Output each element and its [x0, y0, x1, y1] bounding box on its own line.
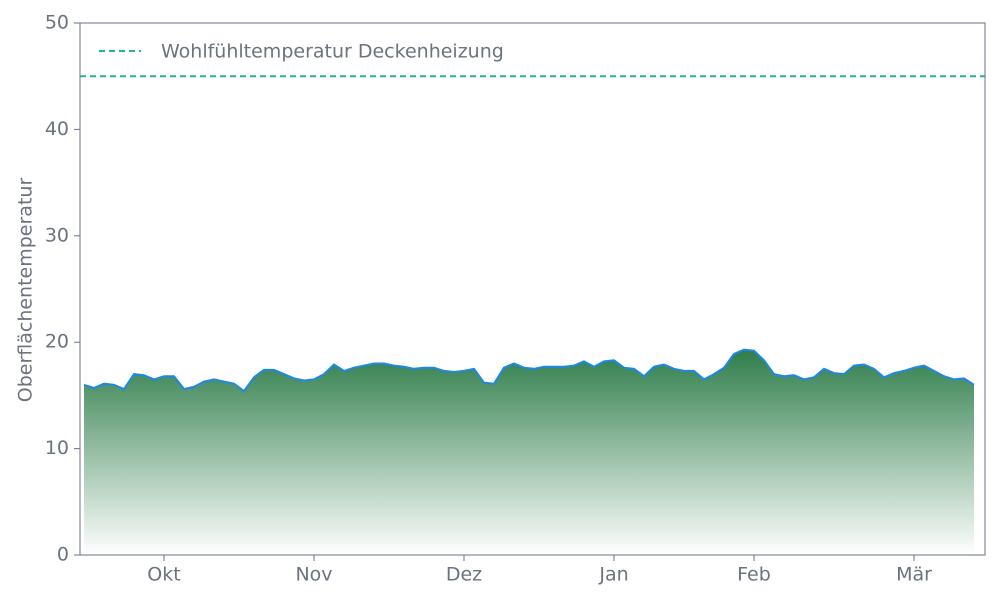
- y-tick-label: 20: [45, 331, 69, 353]
- plot-frame: [79, 22, 986, 556]
- y-tick-label: 10: [45, 437, 69, 459]
- line: [83, 348, 975, 393]
- area: [84, 349, 974, 555]
- y-tick-label: 0: [57, 544, 69, 566]
- y-tick-label: 50: [45, 12, 69, 34]
- y-tick-label: 30: [45, 224, 69, 246]
- x-tick-label: Dez: [446, 564, 482, 586]
- y-tick-label: 40: [45, 118, 69, 140]
- y-axis-label: Oberflächentemperatur: [15, 178, 37, 403]
- x-tick-label: Nov: [295, 564, 332, 586]
- x-tick-label: Okt: [147, 564, 180, 586]
- x-tick-label: Feb: [737, 564, 771, 586]
- x-tick-label: Jan: [598, 564, 628, 586]
- x-tick-label: Mär: [896, 564, 932, 586]
- legend-label: Wohlfühltemperatur Deckenheizung: [161, 41, 504, 63]
